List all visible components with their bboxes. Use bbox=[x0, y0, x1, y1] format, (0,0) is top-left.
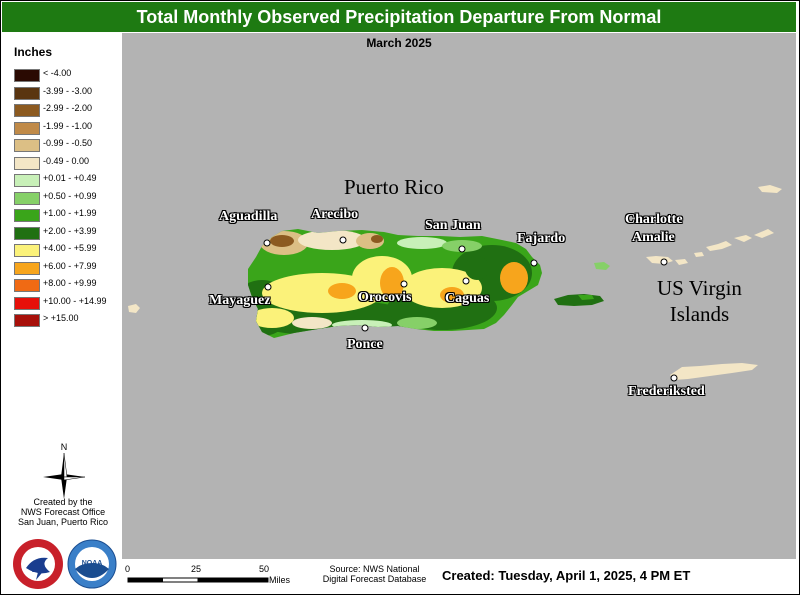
region-label-line: Islands bbox=[669, 302, 730, 326]
legend-swatch bbox=[14, 174, 40, 187]
city-label: San Juan bbox=[425, 218, 481, 233]
noaa-logo-icon: NOAA bbox=[67, 539, 117, 589]
legend-label: -3.99 - -3.00 bbox=[43, 85, 93, 96]
legend-label: +8.00 - +9.99 bbox=[43, 278, 97, 288]
legend-label: +1.00 - +1.99 bbox=[43, 208, 97, 218]
legend-swatch bbox=[14, 209, 40, 222]
north-arrow-icon: N bbox=[43, 442, 86, 499]
legend-label: < -4.00 bbox=[43, 68, 72, 78]
legend-swatch bbox=[14, 261, 40, 275]
created-timestamp: Created: Tuesday, April 1, 2025, 4 PM ET bbox=[442, 568, 691, 583]
city-label: Mayaguez bbox=[209, 293, 271, 308]
map-geography bbox=[128, 185, 782, 382]
legend-label: +4.00 - +5.99 bbox=[43, 243, 97, 253]
legend-swatch bbox=[14, 156, 40, 170]
legend-panel: Inches < -4.00 -3.99 - -3.00 -2.99 - -2.… bbox=[2, 33, 122, 559]
credit-text: Created by the NWS Forecast Office San J… bbox=[6, 497, 120, 527]
noaa-text: NOAA bbox=[82, 560, 103, 567]
scale-unit-label: Miles bbox=[269, 575, 291, 585]
city-label: Arecibo bbox=[311, 207, 359, 222]
nws-logo-icon bbox=[13, 539, 63, 589]
legend-title: Inches bbox=[14, 45, 53, 59]
city-label: Frederiksted bbox=[628, 384, 705, 399]
source-line: Digital Forecast Database bbox=[322, 574, 427, 584]
legend-label: +2.00 - +3.99 bbox=[43, 225, 97, 236]
city-label: Orocovis bbox=[358, 290, 412, 305]
legend-swatch bbox=[14, 314, 40, 327]
legend-label: +0.50 - +0.99 bbox=[43, 190, 97, 201]
legend-swatch bbox=[14, 69, 40, 82]
legend-label: +0.01 - +0.49 bbox=[43, 173, 97, 183]
scale-tick-label: 25 bbox=[191, 564, 202, 574]
legend-swatch bbox=[14, 104, 40, 117]
legend-swatch bbox=[14, 244, 40, 257]
scale-tick-label: 0 bbox=[125, 564, 131, 574]
credit-line: Created by the bbox=[33, 497, 93, 507]
credit-line: NWS Forecast Office bbox=[20, 507, 106, 517]
map-area: March 2025 bbox=[122, 33, 796, 559]
region-label-usvi: US Virgin Islands bbox=[657, 275, 742, 327]
legend-swatch bbox=[14, 139, 40, 152]
north-label: N bbox=[61, 442, 68, 452]
credit-line: San Juan, Puerto Rico bbox=[17, 517, 109, 527]
city-label: Aguadilla bbox=[219, 209, 278, 224]
city-label: Fajardo bbox=[517, 231, 566, 246]
legend-label: -0.99 - -0.50 bbox=[43, 138, 93, 148]
legend-swatch bbox=[14, 121, 40, 135]
legend-swatch bbox=[14, 296, 40, 310]
footer-bar: 0 25 50 Miles Source: NWS National Digit… bbox=[122, 560, 796, 593]
page-title: Total Monthly Observed Precipitation Dep… bbox=[2, 2, 796, 32]
legend-label: +6.00 - +7.99 bbox=[43, 260, 97, 271]
legend-label: > +15.00 bbox=[43, 313, 79, 323]
legend-label: -0.49 - 0.00 bbox=[43, 155, 90, 166]
region-label-puerto-rico: Puerto Rico bbox=[344, 175, 444, 199]
legend-label: +10.00 - +14.99 bbox=[43, 295, 107, 306]
map-subtitle: March 2025 bbox=[366, 36, 432, 50]
legend-swatch bbox=[14, 226, 40, 240]
scale-bar bbox=[127, 577, 269, 583]
city-label: Amalie bbox=[632, 230, 675, 245]
city-label: Ponce bbox=[347, 337, 383, 352]
legend-label: -2.99 - -2.00 bbox=[43, 103, 93, 113]
legend-label: -1.99 - -1.00 bbox=[43, 120, 93, 131]
legend-swatch bbox=[14, 191, 40, 205]
source-line: Source: NWS National bbox=[329, 564, 420, 574]
scale-tick-label: 50 bbox=[259, 564, 270, 574]
legend-swatch bbox=[14, 86, 40, 100]
source-text: Source: NWS National Digital Forecast Da… bbox=[317, 564, 432, 584]
city-label: Charlotte bbox=[625, 212, 683, 227]
region-label-line: US Virgin bbox=[657, 276, 742, 300]
legend-swatch bbox=[14, 279, 40, 292]
city-label: Caguas bbox=[445, 291, 490, 306]
